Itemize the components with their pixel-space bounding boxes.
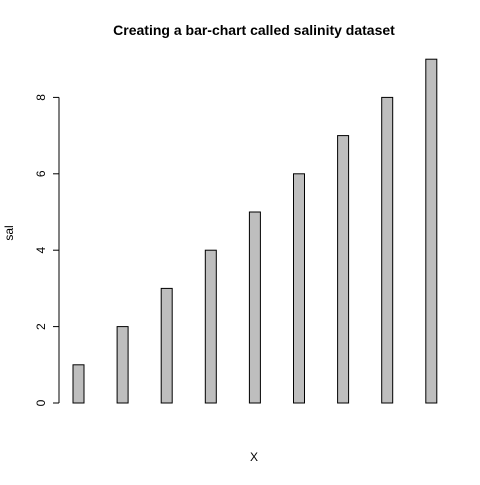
y-tick-label: 0	[34, 399, 48, 406]
x-axis-label: X	[250, 450, 258, 464]
bar-7	[337, 135, 350, 404]
y-axis-label: sal	[2, 225, 16, 240]
bar-1	[72, 364, 85, 404]
bar-8	[381, 96, 394, 404]
y-tick-label: 6	[34, 170, 48, 177]
y-tick-label: 8	[34, 94, 48, 101]
y-axis: 0 2 4 6 8	[34, 94, 60, 406]
bars	[72, 58, 438, 404]
y-tick-label: 2	[34, 323, 48, 330]
bar-2	[116, 326, 129, 404]
bar-6	[293, 173, 305, 404]
chart-title: Creating a bar-chart called salinity dat…	[113, 22, 395, 38]
bar-3	[160, 287, 173, 404]
bar-4	[204, 249, 217, 404]
bar-5	[248, 211, 261, 404]
y-tick-label: 4	[34, 247, 48, 254]
bar-9	[425, 58, 438, 404]
